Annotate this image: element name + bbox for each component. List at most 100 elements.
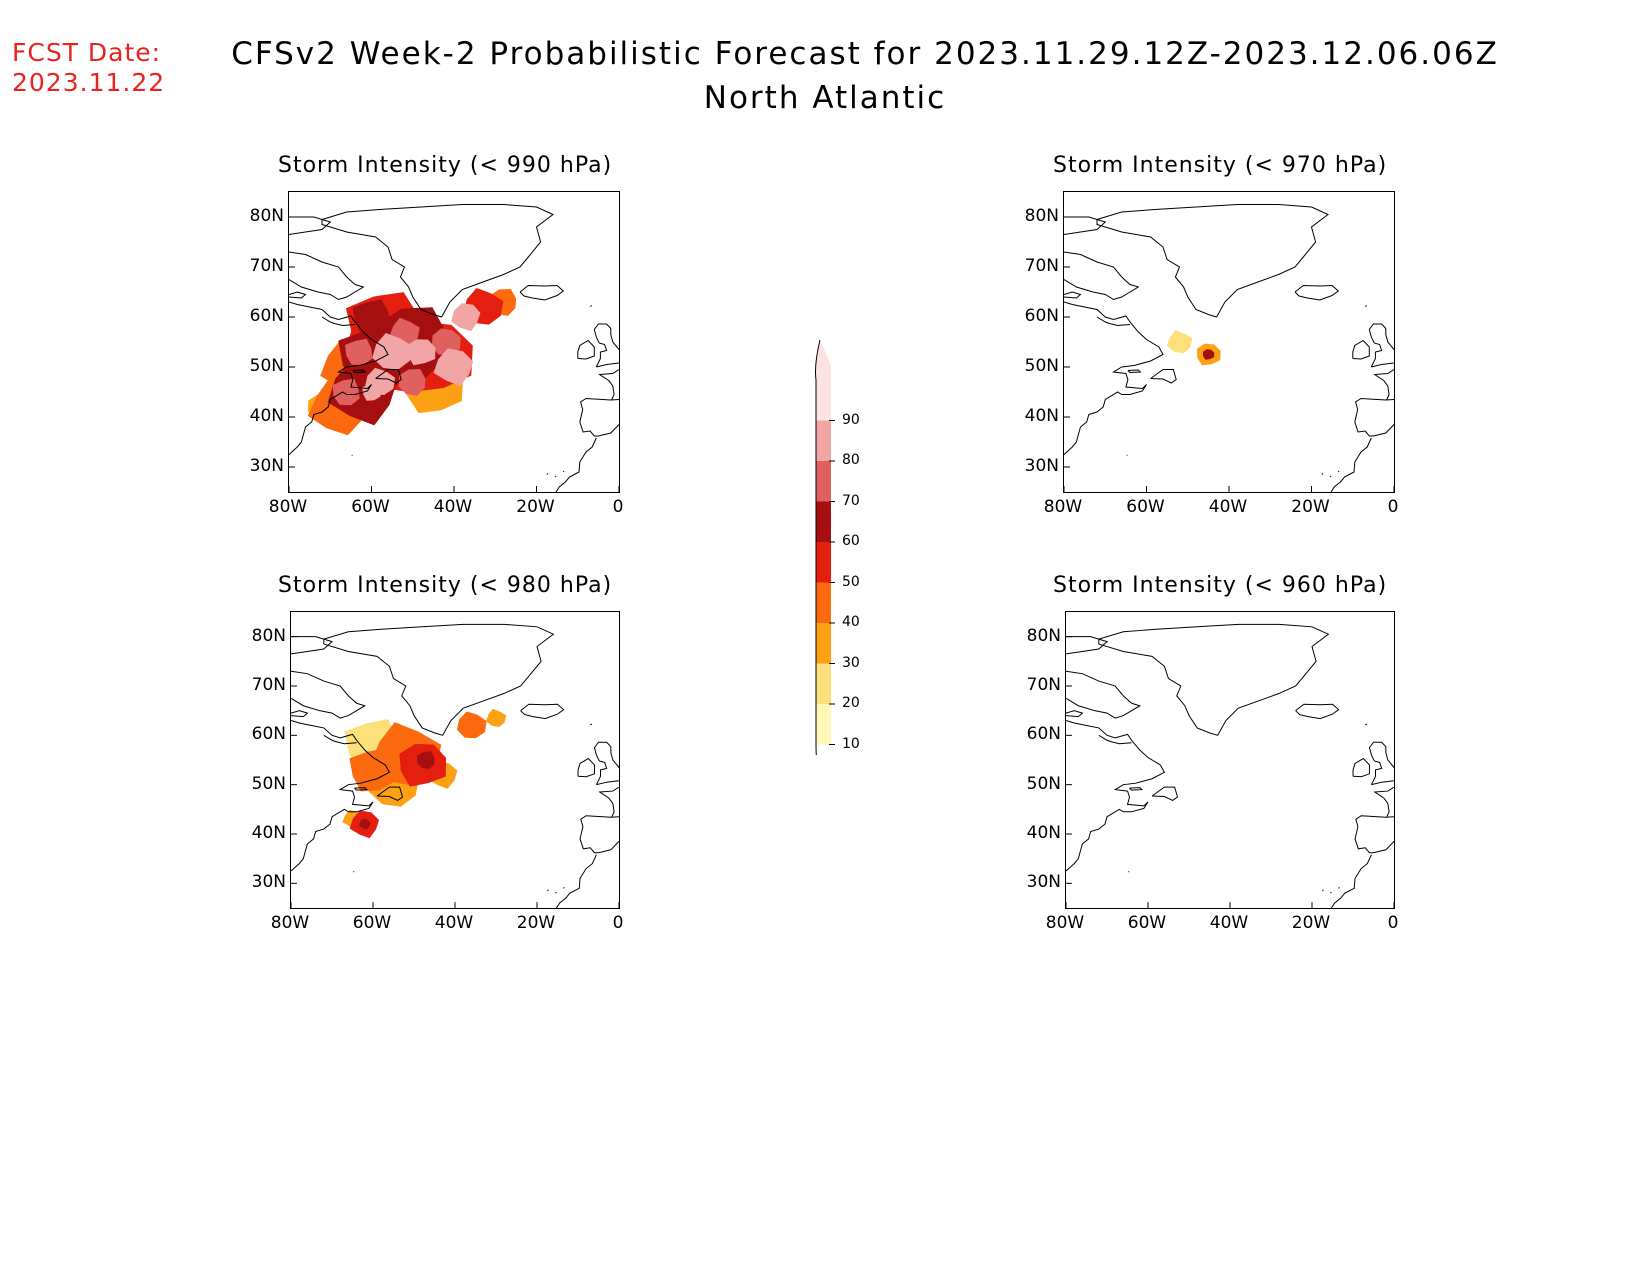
- coastline: [1065, 670, 1142, 719]
- lon-tick-label: 60W: [1127, 913, 1167, 933]
- probability-contour: [332, 378, 360, 406]
- coastline: [1096, 204, 1329, 318]
- coastline: [1063, 291, 1082, 299]
- coastline: [579, 815, 620, 854]
- lat-tick-label: 50N: [251, 773, 286, 794]
- lat-tick-label: 70N: [249, 256, 284, 276]
- lon-tick-label: 20W: [516, 497, 555, 517]
- coastline: [563, 886, 565, 889]
- lon-tick-label: 20W: [516, 913, 556, 933]
- lat-tick-label: 50N: [1024, 356, 1059, 376]
- lat-tick-label: 30N: [1026, 872, 1061, 893]
- lat-tick-label: 60N: [249, 306, 284, 326]
- map-svg: [1063, 204, 1401, 523]
- coastline: [288, 301, 389, 455]
- lat-tick-label: 40N: [251, 823, 286, 843]
- coastline: [290, 720, 391, 872]
- panel-title: Storm Intensity (< 970 hPa): [1053, 153, 1388, 178]
- coastline: [1368, 741, 1401, 786]
- coastline: [555, 891, 557, 894]
- coastline: [352, 369, 367, 374]
- lat-tick-label: 80N: [251, 625, 286, 646]
- lon-tick-label: 20W: [1291, 913, 1331, 933]
- coastline: [598, 369, 620, 401]
- coastline: [1323, 854, 1372, 938]
- colorbar-label: 20: [842, 695, 860, 711]
- colorbar-cap: [816, 340, 831, 380]
- colorbar-label: 10: [842, 735, 860, 752]
- probability-contour: [372, 333, 413, 370]
- fcst-date-block: FCST Date: 2023.11.22: [12, 38, 165, 98]
- lon-tick-label: 40W: [1208, 497, 1248, 517]
- coastline: [1098, 734, 1132, 745]
- coastline: [1337, 470, 1340, 473]
- coastline: [1321, 473, 1324, 475]
- coastline: [1373, 369, 1395, 401]
- colorbar-swatch: [816, 501, 831, 542]
- coastline: [1063, 216, 1107, 235]
- coastline: [1150, 369, 1177, 384]
- coastline: [1323, 437, 1372, 523]
- lat-tick-label: 50N: [249, 356, 284, 376]
- coastline: [1338, 886, 1340, 889]
- coastline: [598, 786, 620, 818]
- coastline: [546, 889, 549, 892]
- colorbar-label: 90: [842, 411, 860, 428]
- lat-tick-label: 80N: [1024, 206, 1059, 226]
- lat-tick-label: 50N: [1026, 773, 1061, 794]
- coastline: [1352, 339, 1370, 360]
- coastline: [323, 734, 357, 745]
- coastline: [1129, 787, 1143, 791]
- coastline: [288, 291, 307, 299]
- fcst-date-value: 2023.11.22: [12, 68, 166, 97]
- map-svg: [288, 204, 626, 523]
- colorbar-swatch: [816, 380, 831, 421]
- colorbar-swatch: [816, 623, 831, 664]
- coastline: [321, 204, 554, 318]
- probability-contour: [362, 383, 381, 401]
- colorbar-svg: [815, 339, 835, 785]
- coastline: [290, 636, 334, 655]
- probability-contour: [349, 748, 396, 792]
- probability-contour: [451, 303, 481, 332]
- coastline: [1096, 316, 1131, 327]
- lon-tick-label: 80W: [1043, 497, 1083, 517]
- coastline: [376, 786, 404, 802]
- coastline: [593, 741, 626, 786]
- lon-tick-label: 0: [1387, 497, 1399, 517]
- lon-tick-label: 0: [612, 497, 624, 517]
- coastline: [546, 473, 549, 475]
- coastline: [1330, 891, 1332, 894]
- colorbar-swatch: [816, 542, 831, 583]
- probability-contour: [1166, 330, 1193, 354]
- lon-tick-label: 60W: [352, 913, 392, 933]
- probability-contour: [1203, 349, 1215, 360]
- coastline: [554, 475, 557, 478]
- probability-contour: [417, 751, 435, 769]
- coastline: [589, 305, 593, 307]
- colorbar-swatch: [816, 704, 831, 745]
- map-area: [1063, 191, 1401, 523]
- coastline: [321, 316, 356, 327]
- colorbar-label: 30: [842, 654, 860, 671]
- coastline: [519, 284, 565, 301]
- lon-tick-label: 60W: [1126, 497, 1165, 517]
- colorbar-label: 50: [842, 573, 860, 590]
- lat-tick-label: 60N: [1024, 306, 1059, 326]
- coastline: [1329, 475, 1332, 478]
- lat-tick-label: 30N: [251, 872, 286, 893]
- lon-tick-label: 0: [1387, 913, 1399, 933]
- probability-contour: [352, 299, 390, 335]
- coastline: [1063, 301, 1164, 455]
- coastline: [520, 703, 565, 720]
- map-area: [288, 191, 626, 523]
- map-svg: [290, 623, 626, 938]
- colorbar: 10 20 30 40 50 60 70 80 90: [805, 335, 865, 785]
- coastline: [375, 369, 402, 384]
- coastline: [1295, 703, 1340, 720]
- lat-tick-label: 60N: [251, 724, 286, 745]
- lat-tick-label: 70N: [251, 675, 286, 695]
- coastline: [577, 339, 595, 360]
- title-line-2: North Atlantic: [703, 80, 947, 116]
- colorbar-label: 80: [842, 452, 860, 468]
